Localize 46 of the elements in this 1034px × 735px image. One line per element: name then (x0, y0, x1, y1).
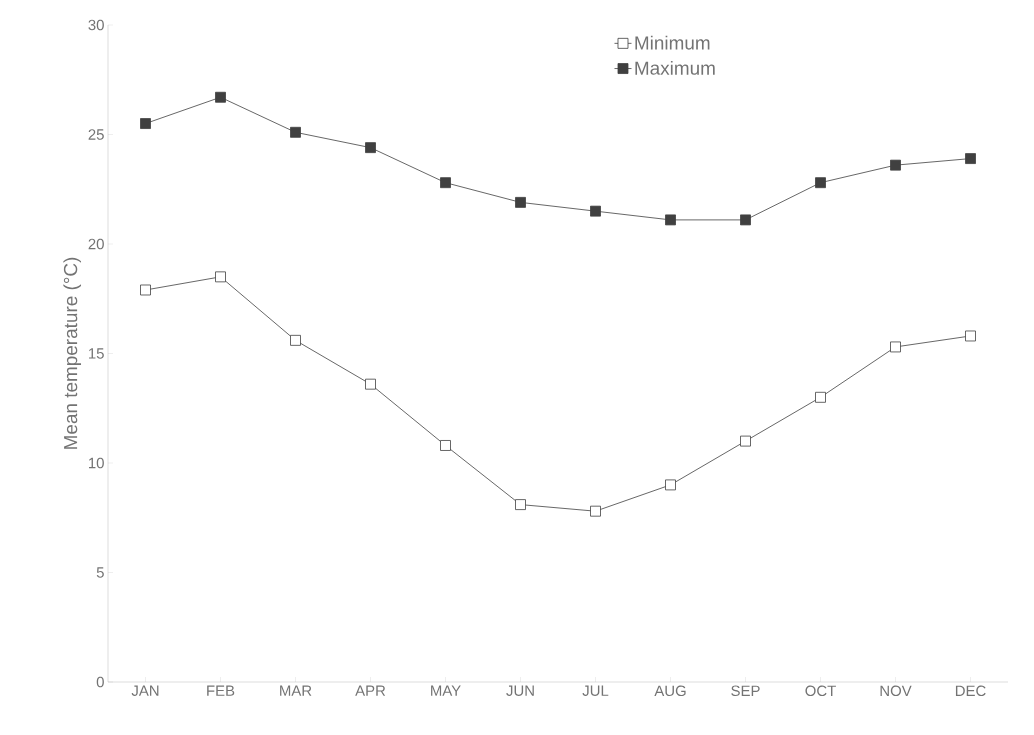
y-tick-label: 20 (88, 238, 104, 250)
point (815, 391, 826, 403)
point (890, 341, 901, 353)
x-tick-label: MAR (280, 685, 312, 696)
point (215, 271, 226, 283)
x-tick-label: JUL (582, 685, 609, 696)
legend-label: Minimum (635, 35, 710, 50)
point (440, 440, 451, 451)
point (815, 177, 826, 189)
x-tick-label: FEB (207, 685, 235, 696)
y-tick-label: 30 (88, 19, 104, 31)
point (665, 479, 676, 491)
point (590, 505, 601, 517)
y-tick-label: 25 (88, 129, 104, 140)
x-tick-label: NOV (880, 685, 912, 697)
point (215, 91, 226, 103)
point (665, 214, 676, 226)
x-tick-label: SEP (731, 685, 760, 697)
point (740, 435, 751, 447)
point (140, 118, 151, 129)
y-axis-title: Mean temperature (°C) (63, 257, 82, 449)
x-tick-label: JAN (131, 685, 159, 696)
point (290, 334, 301, 346)
point (515, 499, 526, 511)
x-tick-label: JUN (506, 685, 534, 696)
point (740, 214, 751, 226)
y-tick-label: 5 (96, 567, 104, 578)
legend-label: Maximum (635, 60, 715, 75)
x-tick-label: AUG (654, 685, 686, 697)
y-tick-label: 15 (89, 348, 104, 359)
point (590, 205, 601, 217)
point (365, 142, 376, 154)
point (440, 177, 451, 189)
x-tick-label: MAY (431, 685, 461, 696)
y-tick-label: 0 (96, 676, 104, 688)
x-tick-label: OCT (805, 685, 836, 697)
x-tick-label: APR (355, 685, 386, 696)
point (140, 284, 151, 296)
y-tick-label: 10 (89, 457, 104, 469)
point (515, 196, 526, 208)
point (965, 330, 976, 342)
point (290, 126, 301, 138)
x-tick-label: DEC (955, 685, 986, 697)
point (890, 159, 901, 171)
point (365, 378, 376, 390)
point (965, 153, 976, 164)
